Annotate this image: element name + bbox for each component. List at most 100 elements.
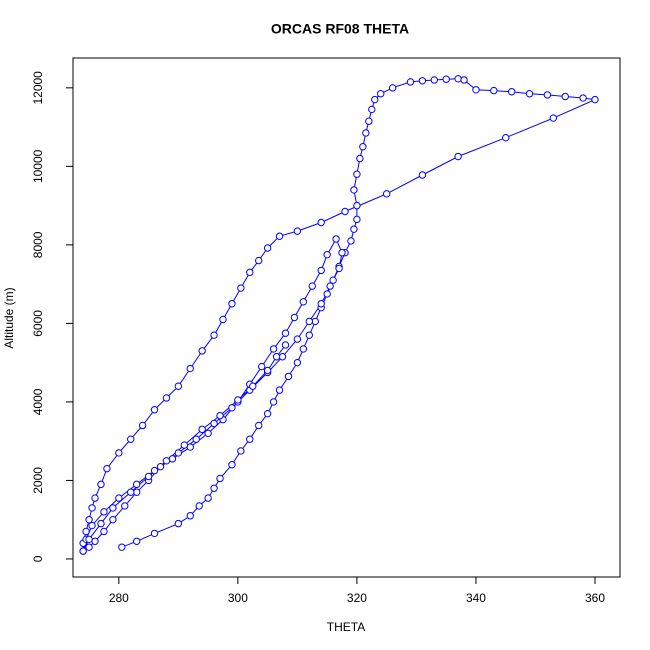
data-point xyxy=(186,443,194,451)
y-tick-label: 8000 xyxy=(31,231,45,258)
data-point xyxy=(249,382,257,390)
data-point xyxy=(150,406,159,414)
data-point xyxy=(246,268,254,277)
x-tick-label: 340 xyxy=(466,591,486,605)
data-point xyxy=(228,404,236,412)
data-point xyxy=(472,86,480,94)
data-point xyxy=(162,394,171,402)
data-point xyxy=(368,105,376,114)
data-point xyxy=(311,317,319,326)
data-point xyxy=(543,91,552,99)
y-axis-label: Altitude (m) xyxy=(2,287,16,348)
x-tick-label: 360 xyxy=(585,591,605,605)
data-point xyxy=(180,441,189,449)
data-point xyxy=(210,419,218,428)
data-point xyxy=(317,266,325,275)
data-point xyxy=(430,76,438,84)
data-point xyxy=(195,502,203,510)
data-point xyxy=(150,529,159,538)
data-point xyxy=(79,547,87,555)
data-point xyxy=(418,77,427,85)
data-point xyxy=(442,75,450,83)
data-point xyxy=(198,425,206,434)
data-point xyxy=(275,386,284,394)
data-point xyxy=(406,78,415,86)
x-tick-label: 320 xyxy=(347,591,367,605)
data-point xyxy=(257,362,266,371)
y-tick-label: 10000 xyxy=(31,149,45,183)
y-tick-label: 6000 xyxy=(31,310,45,337)
data-point xyxy=(359,143,367,151)
data-point xyxy=(216,411,224,420)
data-point xyxy=(490,86,498,95)
data-point xyxy=(263,366,272,375)
data-point xyxy=(132,488,141,496)
y-tick-label: 2000 xyxy=(31,467,45,494)
data-point xyxy=(275,232,284,240)
data-point xyxy=(299,298,308,306)
data-point xyxy=(234,396,242,404)
data-point xyxy=(454,152,462,161)
data-point xyxy=(174,382,183,390)
x-tick-label: 300 xyxy=(228,591,248,605)
data-point xyxy=(460,76,468,84)
data-point xyxy=(127,488,135,496)
data-point xyxy=(323,250,331,259)
data-point xyxy=(326,282,334,290)
data-point xyxy=(132,537,141,545)
data-point xyxy=(91,494,99,502)
data-point xyxy=(219,315,227,324)
data-point xyxy=(332,235,340,243)
data-point xyxy=(269,398,278,406)
data-point xyxy=(100,527,108,536)
data-point xyxy=(144,472,153,481)
data-point xyxy=(418,171,427,179)
data-point xyxy=(502,133,510,142)
data-point xyxy=(237,447,245,455)
data-point xyxy=(317,300,325,308)
data-point xyxy=(186,512,194,520)
data-point xyxy=(127,435,135,443)
data-point xyxy=(204,429,212,438)
data-point xyxy=(246,435,254,443)
y-tick-label: 0 xyxy=(31,555,45,562)
data-point xyxy=(174,519,183,528)
data-point xyxy=(347,237,355,245)
data-point xyxy=(198,347,206,355)
data-point xyxy=(284,372,293,381)
data-point xyxy=(350,225,358,233)
data-point xyxy=(305,331,313,339)
data-point xyxy=(278,353,287,361)
data-point xyxy=(293,358,302,367)
data-point xyxy=(341,207,349,216)
data-point xyxy=(549,114,558,122)
y-tick-label: 4000 xyxy=(31,388,45,415)
data-point xyxy=(308,282,316,290)
data-point xyxy=(362,129,370,137)
data-point xyxy=(353,215,361,224)
data-point xyxy=(168,455,177,463)
data-point xyxy=(269,345,278,353)
data-point xyxy=(507,88,516,96)
data-point xyxy=(97,480,105,489)
data-point xyxy=(579,94,587,102)
data-point xyxy=(88,504,96,512)
data-point xyxy=(100,508,108,516)
data-point xyxy=(338,249,346,257)
data-point xyxy=(353,201,361,210)
data-point xyxy=(293,335,302,343)
data-point xyxy=(350,186,358,194)
data-point xyxy=(118,543,126,551)
data-point xyxy=(272,353,281,361)
data-point xyxy=(388,84,397,92)
data-point xyxy=(216,474,224,483)
data-point xyxy=(85,543,93,551)
data-point xyxy=(186,364,194,373)
data-point xyxy=(85,535,93,544)
data-point xyxy=(103,464,111,473)
data-point xyxy=(299,345,308,353)
data-point xyxy=(305,317,313,326)
data-point xyxy=(255,421,263,430)
data-point xyxy=(561,92,569,101)
y-tick-label: 12000 xyxy=(31,71,45,105)
